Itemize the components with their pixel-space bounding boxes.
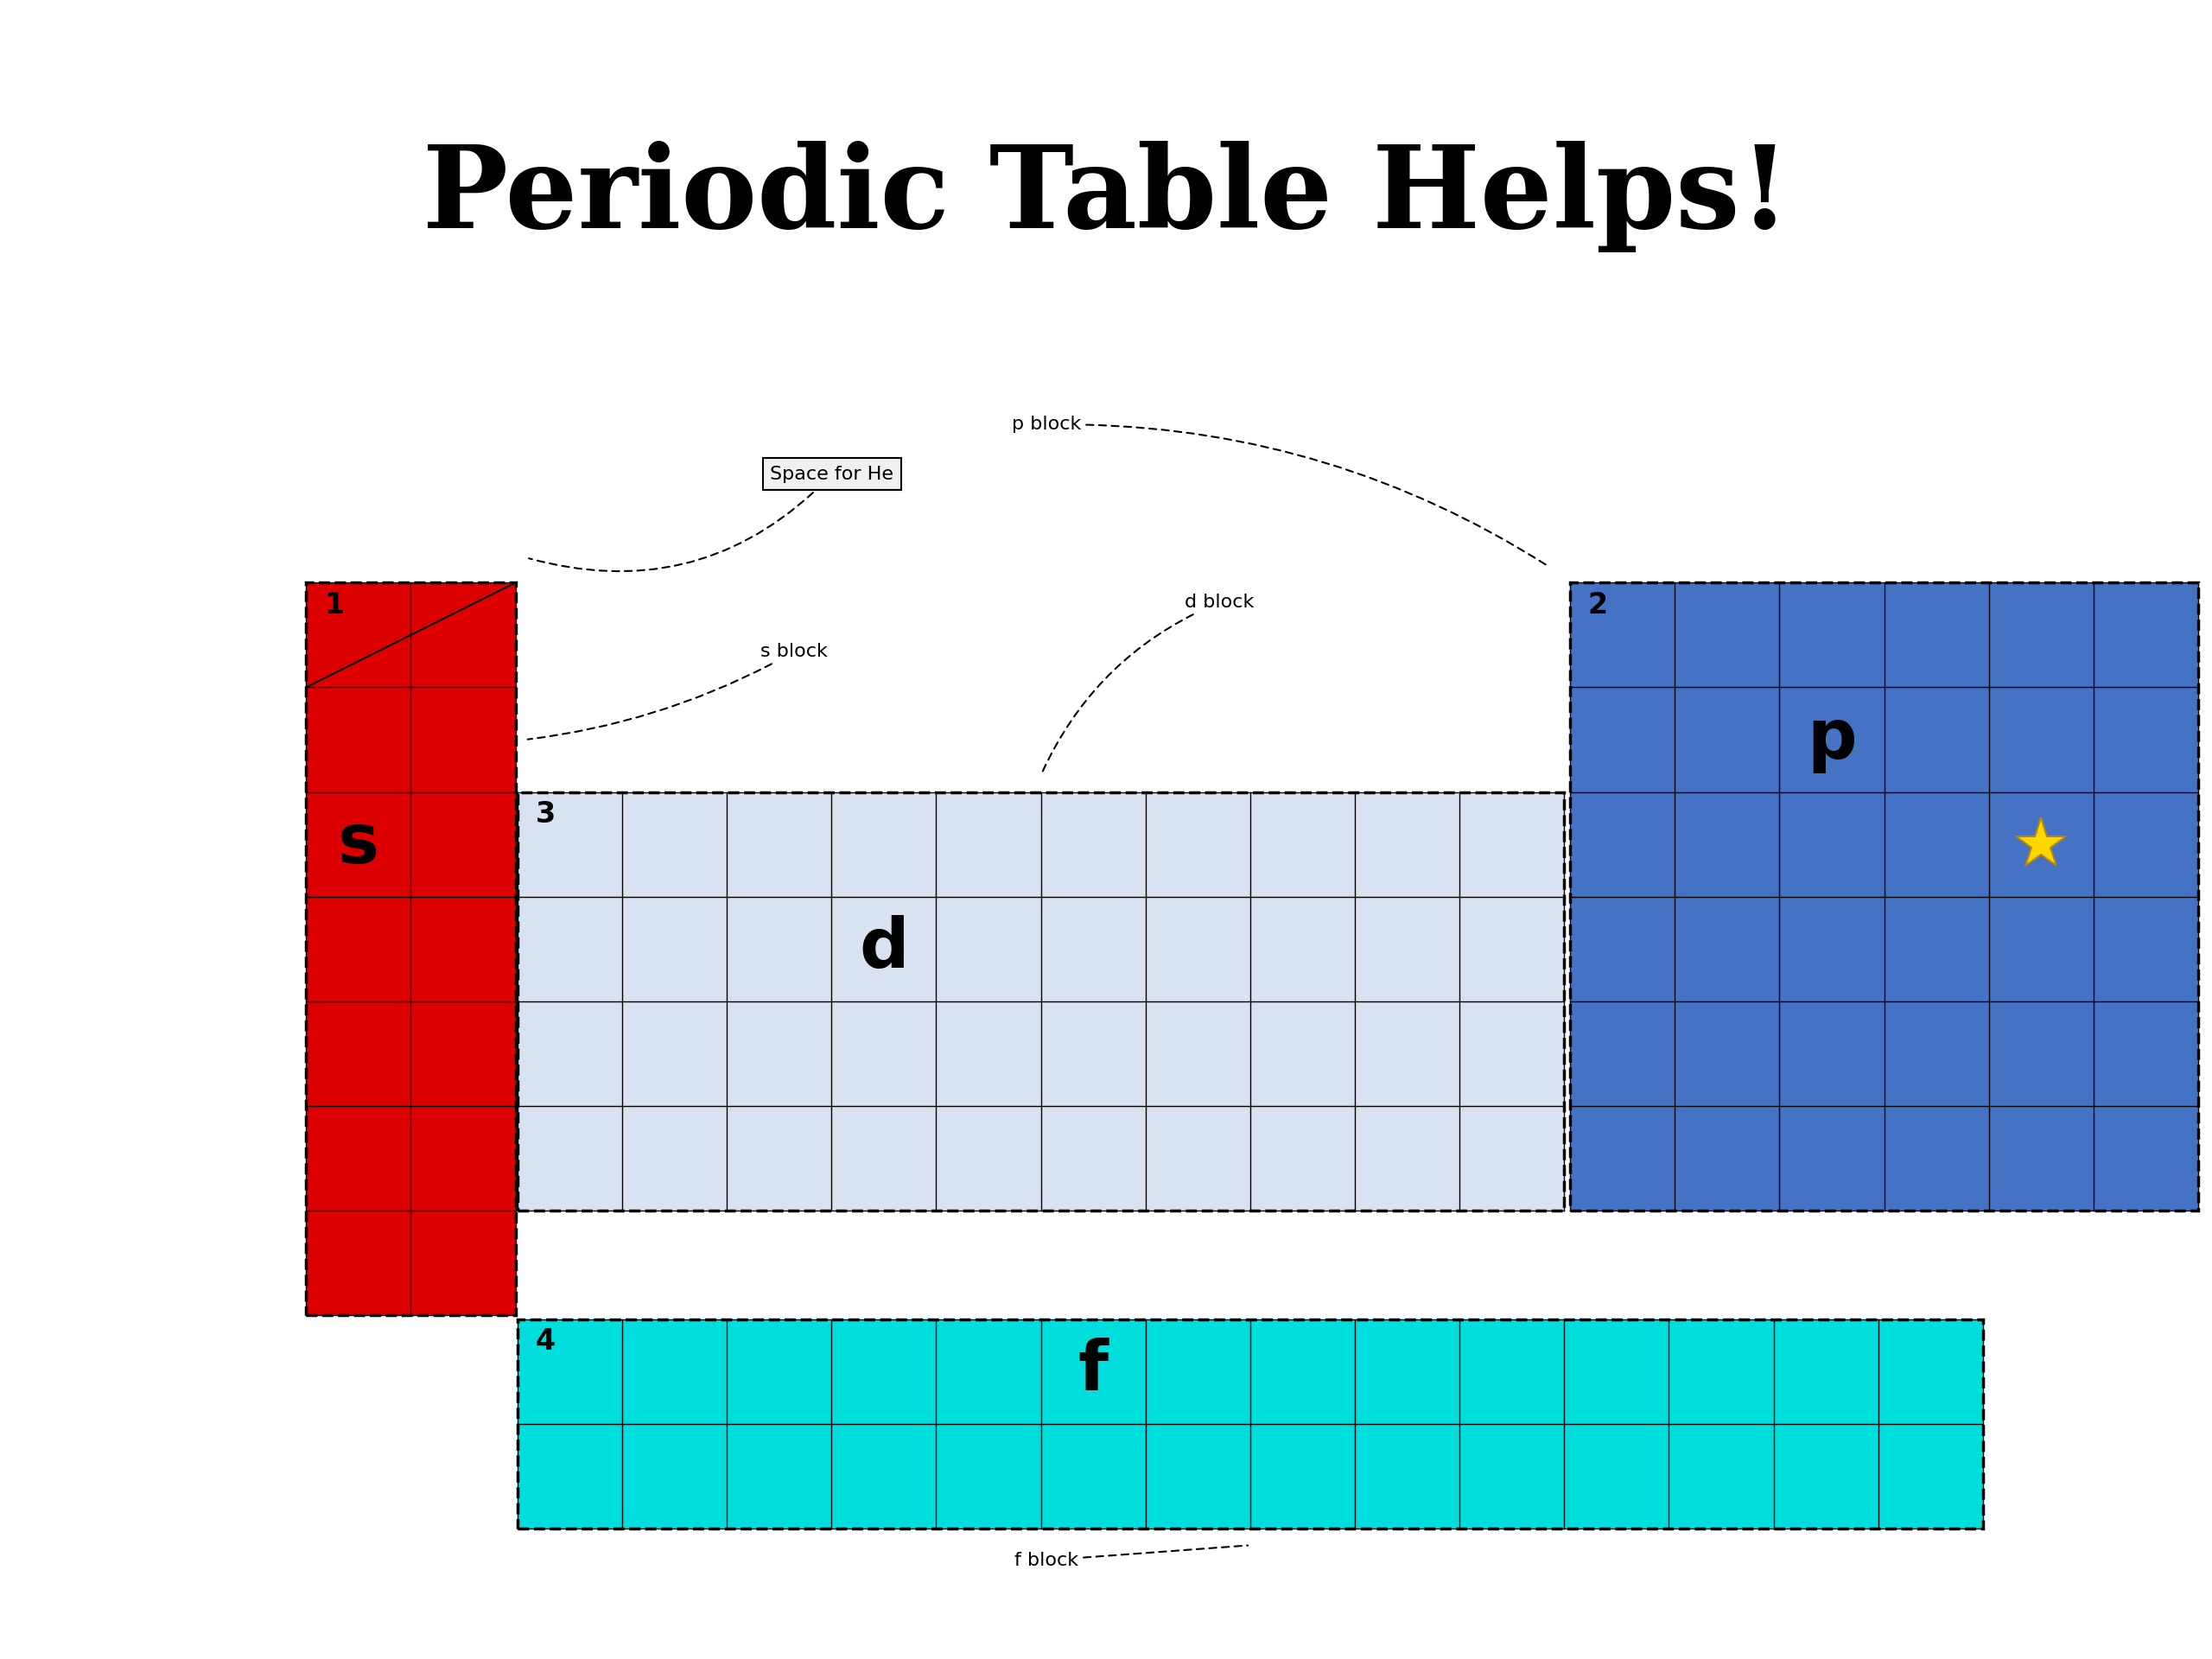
- Bar: [518, 791, 1564, 1211]
- Text: Space for He: Space for He: [529, 466, 894, 571]
- Bar: [518, 791, 1564, 1211]
- Text: 1: 1: [323, 591, 343, 619]
- Bar: [305, 582, 515, 1316]
- Text: s block: s block: [529, 644, 827, 740]
- Bar: [1571, 582, 2199, 1211]
- Text: f: f: [1077, 1337, 1108, 1405]
- Text: s: s: [338, 811, 378, 878]
- Text: 2: 2: [1588, 591, 1608, 619]
- Bar: [518, 1319, 1982, 1528]
- Text: Periodic Table Helps!: Periodic Table Helps!: [422, 141, 1790, 252]
- Text: p: p: [1807, 707, 1856, 773]
- Bar: [1571, 582, 2199, 1211]
- Text: d: d: [858, 916, 909, 982]
- Text: 3: 3: [535, 800, 555, 830]
- Text: 4: 4: [535, 1327, 555, 1355]
- Text: f block: f block: [1015, 1546, 1248, 1569]
- Bar: [518, 1319, 1982, 1528]
- Text: p block: p block: [1013, 416, 1546, 564]
- Bar: [305, 582, 515, 1316]
- Text: d block: d block: [1042, 594, 1254, 773]
